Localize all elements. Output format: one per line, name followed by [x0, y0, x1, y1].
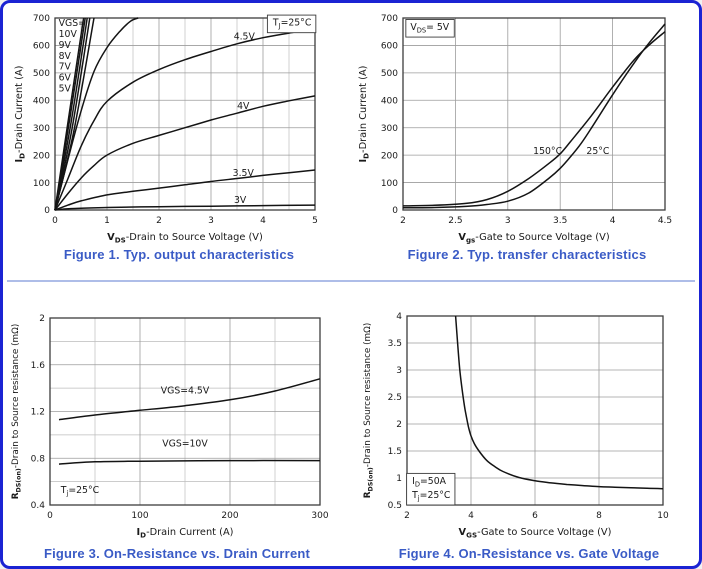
- chart-transfer-characteristics: 2 2.5 3 3.5 4 4.5 0 100 200 300 400 500 600 700 VDS= 5…: [358, 14, 672, 245]
- svg-text:9V: 9V: [59, 40, 72, 51]
- svg-text:1.6: 1.6: [31, 361, 46, 371]
- svg-text:6V: 6V: [59, 73, 72, 84]
- svg-text:8: 8: [596, 511, 602, 521]
- svg-text:TJ=25°C: TJ=25°C: [272, 18, 311, 31]
- svg-text:300: 300: [381, 124, 398, 134]
- svg-text:700: 700: [381, 14, 398, 24]
- figure-3-on-resistance-vs-drain-current: 0 100 200 300 0.4 0.8 1.2 1.6 2 VGS=4.5V VGS=10V Tj…: [7, 303, 347, 565]
- svg-text:3: 3: [505, 216, 511, 226]
- figure-3-caption: Figure 3. On-Resistance vs. Drain Curren…: [43, 546, 311, 561]
- svg-text:4: 4: [610, 216, 616, 226]
- svg-text:Tj=25°C: Tj=25°C: [411, 490, 450, 503]
- svg-text:1.5: 1.5: [388, 447, 402, 457]
- svg-text:ID-Drain Current (A): ID-Drain Current (A): [137, 527, 234, 540]
- svg-text:RDS(on)-Drain to Source resist: RDS(on)-Drain to Source resistance (mΩ): [11, 324, 23, 500]
- svg-text:ID-Drain Current (A): ID-Drain Current (A): [358, 66, 371, 163]
- svg-text:10: 10: [657, 511, 669, 521]
- svg-text:VGS=10V: VGS=10V: [162, 438, 208, 449]
- svg-text:ID-Drain Current (A): ID-Drain Current (A): [14, 66, 27, 163]
- svg-text:3.5: 3.5: [388, 339, 402, 349]
- svg-text:VGS=4.5V: VGS=4.5V: [161, 386, 210, 397]
- svg-text:5V: 5V: [59, 84, 72, 95]
- figure-1-caption: Figure 1. Typ. output characteristics: [63, 247, 295, 262]
- svg-text:100: 100: [33, 179, 50, 189]
- svg-text:600: 600: [33, 42, 50, 52]
- svg-text:0: 0: [392, 206, 398, 216]
- svg-text:RDS(on)-Drain to Source resist: RDS(on)-Drain to Source resistance (mΩ): [363, 323, 375, 499]
- svg-text:3: 3: [208, 216, 214, 226]
- svg-text:500: 500: [381, 69, 398, 79]
- svg-text:0.5: 0.5: [388, 501, 402, 511]
- svg-text:100: 100: [131, 511, 148, 521]
- svg-text:Vgs-Gate to Source Voltage (V): Vgs-Gate to Source Voltage (V): [458, 232, 609, 245]
- svg-text:0.8: 0.8: [31, 454, 46, 464]
- svg-text:2: 2: [396, 420, 402, 430]
- svg-text:5: 5: [312, 216, 318, 226]
- svg-text:6: 6: [532, 511, 538, 521]
- figure-2-caption: Figure 2. Typ. transfer characteristics: [407, 247, 647, 262]
- chart-on-resistance-vs-drain-current: 0 100 200 300 0.4 0.8 1.2 1.6 2 VGS=4.5V VGS=10V Tj…: [11, 314, 329, 540]
- svg-text:1: 1: [104, 216, 110, 226]
- svg-text:400: 400: [33, 96, 50, 106]
- svg-text:700: 700: [33, 14, 50, 24]
- svg-text:1.2: 1.2: [31, 408, 45, 418]
- svg-text:8V: 8V: [59, 51, 72, 62]
- svg-text:0: 0: [44, 206, 50, 216]
- svg-text:2: 2: [39, 314, 45, 324]
- section-divider: [7, 280, 695, 282]
- svg-text:2: 2: [156, 216, 162, 226]
- svg-text:300: 300: [33, 124, 50, 134]
- svg-text:3.5: 3.5: [553, 216, 567, 226]
- svg-text:4: 4: [260, 216, 266, 226]
- svg-text:Tj=25°C: Tj=25°C: [60, 485, 99, 498]
- svg-text:0.4: 0.4: [31, 501, 46, 511]
- svg-text:2: 2: [404, 511, 410, 521]
- svg-text:VGS=: VGS=: [59, 18, 86, 29]
- svg-text:200: 200: [381, 151, 398, 161]
- svg-text:4: 4: [468, 511, 474, 521]
- svg-text:25°C: 25°C: [586, 146, 609, 157]
- svg-text:3.5V: 3.5V: [233, 168, 255, 179]
- svg-text:4V: 4V: [237, 101, 250, 112]
- svg-text:500: 500: [33, 69, 50, 79]
- svg-text:4.5V: 4.5V: [234, 31, 256, 42]
- svg-text:4.5: 4.5: [658, 216, 672, 226]
- figure-4-on-resistance-vs-gate-voltage: 2 4 6 8 10 0.5 1 1.5 2 2.5 3 3.5 4 ID=50A Tj=25°C VGS-G…: [359, 303, 699, 565]
- figure-1-output-characteristics: 0 1 2 3 4 5 0 100 200 300 400 500 600 700 VGS= 10V 9V 8V 7…: [11, 7, 347, 267]
- svg-text:1: 1: [396, 474, 402, 484]
- svg-text:400: 400: [381, 96, 398, 106]
- svg-text:10V: 10V: [59, 29, 78, 40]
- svg-text:300: 300: [311, 511, 328, 521]
- svg-text:VGS-Gate to Source Voltage (V): VGS-Gate to Source Voltage (V): [459, 527, 612, 540]
- figure-2-transfer-characteristics: 2 2.5 3 3.5 4 4.5 0 100 200 300 400 500 600 700 VDS= 5…: [355, 7, 699, 267]
- svg-text:2: 2: [400, 216, 406, 226]
- svg-text:0: 0: [47, 511, 53, 521]
- figure-4-caption: Figure 4. On-Resistance vs. Gate Voltage: [398, 546, 660, 561]
- svg-text:200: 200: [33, 151, 50, 161]
- svg-text:200: 200: [221, 511, 238, 521]
- svg-text:2.5: 2.5: [388, 393, 402, 403]
- svg-text:100: 100: [381, 179, 398, 189]
- svg-text:150°C: 150°C: [533, 146, 562, 157]
- svg-text:7V: 7V: [59, 62, 72, 73]
- svg-text:2.5: 2.5: [448, 216, 462, 226]
- svg-text:3: 3: [396, 366, 402, 376]
- svg-text:600: 600: [381, 42, 398, 52]
- svg-text:4: 4: [396, 312, 402, 322]
- svg-text:VDS-Drain to Source Voltage (V: VDS-Drain to Source Voltage (V): [107, 232, 263, 245]
- svg-text:VDS= 5V: VDS= 5V: [410, 22, 449, 35]
- svg-text:0: 0: [52, 216, 58, 226]
- svg-text:ID=50A: ID=50A: [412, 476, 447, 489]
- svg-text:3V: 3V: [234, 195, 247, 206]
- chart-output-characteristics: 0 1 2 3 4 5 0 100 200 300 400 500 600 700 VGS=10V9V8V7…: [14, 14, 318, 245]
